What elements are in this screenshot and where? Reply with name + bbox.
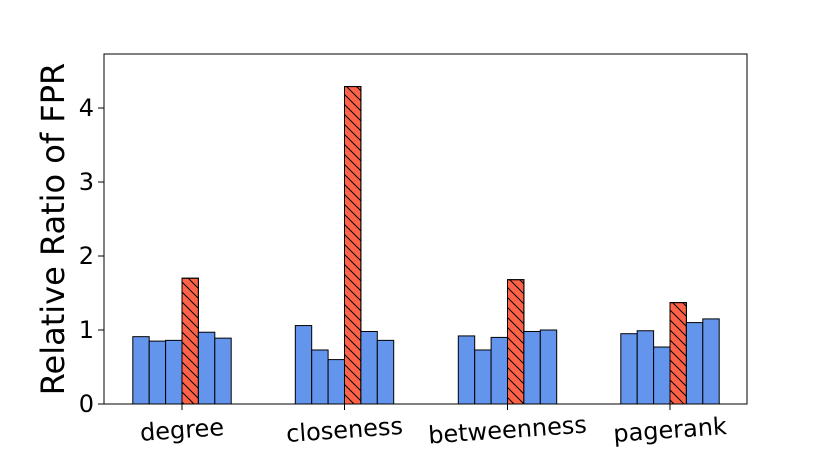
bar xyxy=(376,339,395,405)
y-tick-label: 2 xyxy=(79,242,94,270)
bar-hatch xyxy=(669,302,687,405)
bars xyxy=(132,86,720,405)
y-tick-label: 0 xyxy=(79,390,94,418)
bar xyxy=(148,340,167,405)
bar xyxy=(702,318,720,405)
bar xyxy=(132,336,150,405)
bar xyxy=(360,330,378,405)
bar-hatch xyxy=(344,86,362,405)
bar xyxy=(685,322,704,405)
bar xyxy=(539,329,558,405)
x-tick-label: pagerank xyxy=(612,412,727,448)
bar-hatch xyxy=(507,279,525,405)
bar xyxy=(294,325,313,405)
y-tick-label: 3 xyxy=(79,168,94,196)
bar xyxy=(165,339,183,405)
y-tick-label: 4 xyxy=(79,94,94,122)
bar xyxy=(327,359,346,405)
x-axis: degree closeness betweenness pagerank xyxy=(139,404,728,450)
x-tick-label: closeness xyxy=(285,412,403,448)
x-tick-label: degree xyxy=(139,413,225,447)
x-tick-label: betweenness xyxy=(427,410,587,449)
bar xyxy=(653,346,671,405)
bar xyxy=(197,331,216,405)
bar xyxy=(474,349,492,405)
plot-frame xyxy=(103,53,748,405)
bar xyxy=(311,349,329,405)
bar xyxy=(490,336,509,405)
bar xyxy=(214,337,232,405)
bar xyxy=(523,330,541,405)
bar-hatch xyxy=(181,277,199,405)
y-tick-label: 1 xyxy=(79,316,94,344)
y-axis-label: Relative Ratio of FPR xyxy=(34,63,72,396)
y-axis: 0 1 2 3 4 xyxy=(79,94,104,418)
bar xyxy=(457,335,476,405)
bar xyxy=(620,333,638,405)
bar xyxy=(636,330,655,405)
